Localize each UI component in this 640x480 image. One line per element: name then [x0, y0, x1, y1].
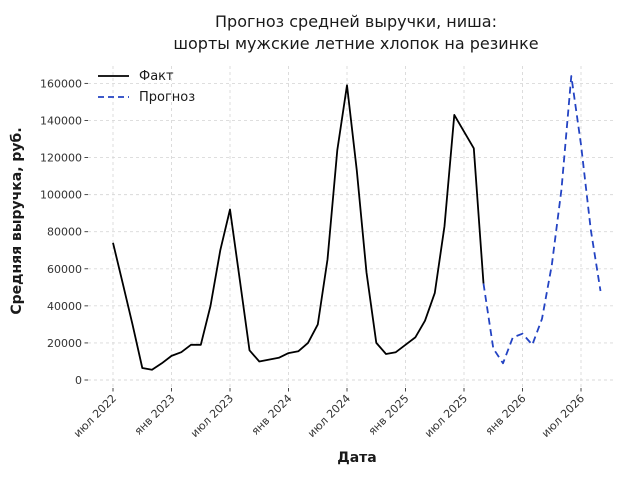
y-tick-label: 140000	[40, 114, 82, 127]
x-tick-label: янв 2025	[366, 392, 412, 438]
fact-line-sample-icon	[98, 75, 129, 77]
legend-item-fact: Факт	[97, 66, 195, 86]
y-tick-label: 80000	[47, 226, 82, 239]
y-tick-label: 120000	[40, 152, 82, 165]
forecast-line	[482, 75, 602, 365]
forecast-line-sample-icon	[98, 96, 129, 98]
y-tick-label: 40000	[47, 300, 82, 313]
x-axis-label: Дата	[337, 450, 377, 466]
legend-label-fact: Факт	[139, 68, 174, 84]
y-axis-label: Средняя выручка, руб.	[9, 127, 25, 315]
x-tick-label: июл 2025	[422, 392, 470, 440]
x-tick-label: янв 2026	[483, 392, 529, 438]
chart-title-line1: Прогноз средней выручки, ниша:	[215, 12, 497, 31]
y-tick-label: 100000	[40, 189, 82, 202]
x-tick-label: янв 2024	[249, 392, 295, 438]
x-tick-label: июл 2024	[305, 392, 353, 440]
legend-label-forecast: Прогноз	[139, 89, 196, 105]
x-tick-label: июл 2022	[71, 392, 119, 440]
x-tick-label: янв 2023	[132, 392, 178, 438]
y-tick-label: 60000	[47, 263, 82, 276]
fact-line	[112, 84, 485, 371]
y-tick-label: 20000	[47, 337, 82, 350]
page-title: Прогноз средней выручки, ниша: шорты муж…	[46, 11, 640, 55]
x-tick-label: июл 2023	[188, 392, 236, 440]
y-tick-label: 160000	[40, 77, 82, 90]
y-tick-label: 0	[75, 374, 82, 387]
x-tick-label: июл 2026	[539, 392, 587, 440]
legend: Факт Прогноз	[97, 66, 195, 107]
legend-item-forecast: Прогноз	[97, 87, 195, 107]
chart-title-line2: шорты мужские летние хлопок на резинке	[173, 34, 539, 53]
